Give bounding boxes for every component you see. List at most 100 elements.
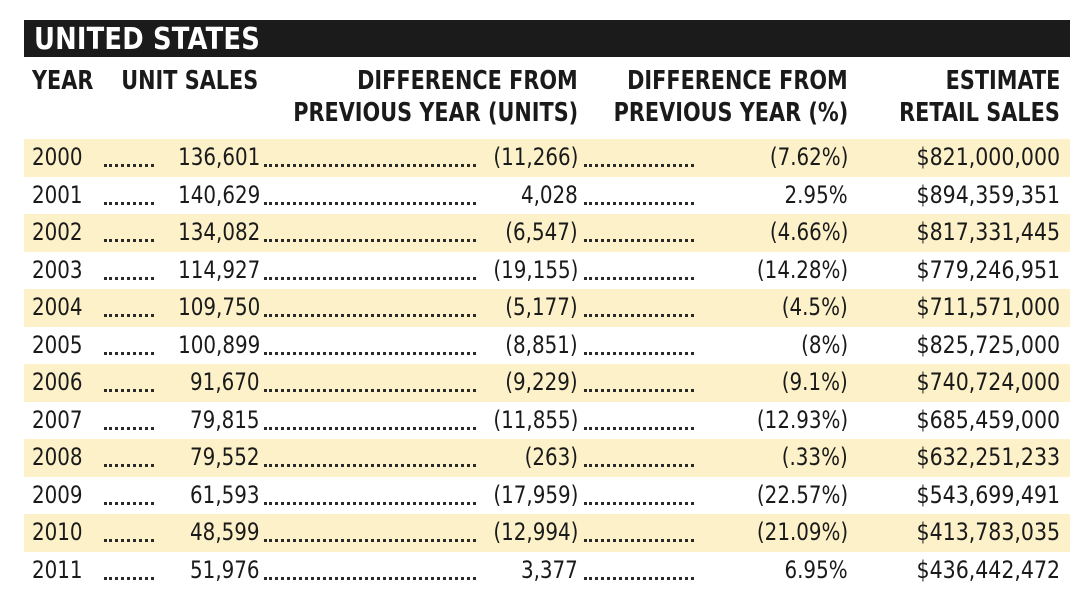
table-row: 2006 91,670 (9,229) (9.1%) $740,724,000 (24, 364, 1070, 402)
table-body: 2000 136,601 (11,266) (7.62%) $821,000,000 20… (24, 139, 1070, 589)
dot-leader (264, 539, 476, 542)
difference-percent-cell: 2.95% (784, 180, 848, 209)
table-row: 2005 100,899 (8,851) (8%) $825,725,000 (24, 327, 1070, 365)
dot-leader (104, 314, 154, 317)
retail-sales-cell: $821,000,000 (916, 143, 1060, 171)
header-difference-units: DIFFERENCE FROM PREVIOUS YEAR (UNITS) (293, 66, 578, 128)
header-year: YEAR (32, 66, 94, 96)
dot-leader (264, 239, 476, 242)
retail-sales-cell: $436,442,472 (916, 555, 1060, 584)
table-row: 2002 134,082 (6,547) (4.66%) $817,331,445 (24, 214, 1070, 252)
year-cell: 2004 (32, 293, 83, 321)
difference-percent-cell: (14.28%) (756, 255, 848, 284)
dot-leader (264, 351, 476, 355)
retail-sales-cell: $711,571,000 (916, 293, 1060, 321)
unit-sales-cell: 109,750 (177, 293, 260, 321)
dot-leader (584, 314, 694, 317)
unit-sales-cell: 136,601 (177, 143, 260, 171)
unit-sales-cell: 134,082 (177, 218, 260, 246)
dot-leader (104, 426, 154, 430)
year-cell: 2008 (32, 443, 83, 471)
year-cell: 2010 (32, 518, 83, 546)
difference-units-cell: (8,851) (505, 330, 578, 359)
difference-percent-cell: (21.09%) (756, 518, 848, 546)
table-row: 2000 136,601 (11,266) (7.62%) $821,000,000 (24, 139, 1070, 177)
difference-percent-cell: (7.62%) (769, 143, 848, 171)
retail-sales-cell: $825,725,000 (916, 330, 1060, 359)
table-row: 2003 114,927 (19,155) (14.28%) $779,246,951 (24, 252, 1070, 290)
table-row: 2001 140,629 4,028 2.95% $894,359,351 (24, 177, 1070, 215)
retail-sales-cell: $740,724,000 (916, 368, 1060, 396)
dot-leader (584, 351, 694, 355)
retail-sales-cell: $779,246,951 (916, 255, 1060, 284)
retail-sales-cell: $817,331,445 (916, 218, 1060, 246)
dot-leader (584, 539, 694, 542)
difference-units-cell: (9,229) (505, 368, 578, 396)
dot-leader (264, 314, 476, 317)
retail-sales-cell: $413,783,035 (916, 518, 1060, 546)
dot-leader (264, 576, 476, 580)
dot-leader (264, 389, 476, 392)
table-title-bar: UNITED STATES (24, 20, 1070, 57)
year-cell: 2007 (32, 405, 83, 434)
difference-percent-cell: (8%) (800, 330, 848, 359)
year-cell: 2009 (32, 480, 83, 509)
difference-units-cell: (11,266) (493, 143, 578, 171)
dot-leader (104, 389, 154, 392)
year-cell: 2011 (32, 555, 83, 584)
year-cell: 2003 (32, 255, 83, 284)
header-difference-percent: DIFFERENCE FROM PREVIOUS YEAR (%) (613, 66, 848, 128)
dot-leader (104, 464, 154, 467)
difference-units-cell: 3,377 (521, 555, 578, 584)
unit-sales-cell: 79,552 (190, 443, 260, 471)
dot-leader (104, 201, 154, 205)
difference-percent-cell: (.33%) (782, 443, 848, 471)
difference-percent-cell: (12.93%) (756, 405, 848, 434)
header-unit-sales: UNIT SALES (121, 66, 258, 96)
cropped-heading-remnant (28, 0, 1068, 12)
unit-sales-cell: 91,670 (190, 368, 260, 396)
dot-leader (584, 164, 694, 167)
dot-leader (584, 501, 694, 505)
difference-units-cell: (17,959) (493, 480, 578, 509)
table-row: 2009 61,593 (17,959) (22.57%) $543,699,491 (24, 477, 1070, 515)
retail-sales-cell: $543,699,491 (916, 480, 1060, 509)
year-cell: 2006 (32, 368, 83, 396)
difference-units-cell: 4,028 (521, 180, 578, 209)
dot-leader (104, 164, 154, 167)
table-row: 2008 79,552 (263) (.33%) $632,251,233 (24, 439, 1070, 477)
dot-leader (264, 164, 476, 167)
dot-leader (104, 239, 154, 242)
dot-leader (104, 576, 154, 580)
dot-leader (104, 539, 154, 542)
dot-leader (104, 276, 154, 280)
retail-sales-cell: $632,251,233 (916, 443, 1060, 471)
table-row: 2004 109,750 (5,177) (4.5%) $711,571,000 (24, 289, 1070, 327)
dot-leader (264, 276, 476, 280)
dot-leader (264, 501, 476, 505)
dot-leader (584, 389, 694, 392)
difference-percent-cell: (4.66%) (769, 218, 848, 246)
difference-units-cell: (6,547) (505, 218, 578, 246)
difference-percent-cell: (9.1%) (782, 368, 848, 396)
unit-sales-cell: 51,976 (190, 555, 260, 584)
unit-sales-cell: 48,599 (190, 518, 260, 546)
unit-sales-cell: 100,899 (177, 330, 260, 359)
dot-leader (104, 501, 154, 505)
dot-leader (584, 426, 694, 430)
year-cell: 2001 (32, 180, 83, 209)
difference-percent-cell: (4.5%) (782, 293, 848, 321)
table-row: 2007 79,815 (11,855) (12.93%) $685,459,000 (24, 402, 1070, 440)
unit-sales-cell: 140,629 (177, 180, 260, 209)
year-cell: 2005 (32, 330, 83, 359)
difference-units-cell: (19,155) (493, 255, 578, 284)
dot-leader (264, 201, 476, 205)
dot-leader (104, 351, 154, 355)
difference-units-cell: (12,994) (493, 518, 578, 546)
table-row: 2010 48,599 (12,994) (21.09%) $413,783,035 (24, 514, 1070, 552)
difference-units-cell: (5,177) (505, 293, 578, 321)
header-estimate-retail-sales: ESTIMATE RETAIL SALES (899, 66, 1060, 128)
unit-sales-cell: 61,593 (190, 480, 260, 509)
dot-leader (584, 576, 694, 580)
difference-units-cell: (263) (524, 443, 578, 471)
